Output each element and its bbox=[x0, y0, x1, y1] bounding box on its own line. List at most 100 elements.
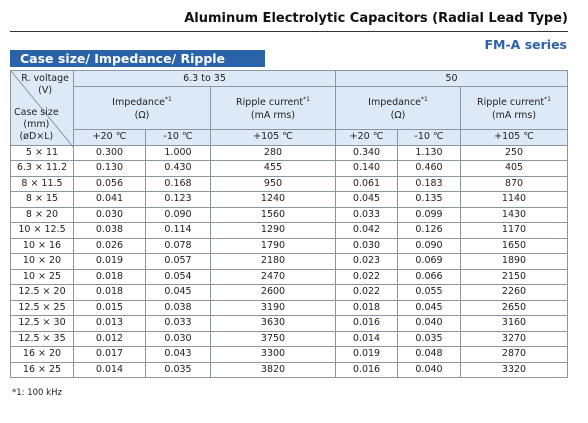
value-cell: 0.055 bbox=[397, 284, 461, 301]
value-cell: 280 bbox=[210, 144, 336, 161]
value-cell: 0.019 bbox=[335, 346, 398, 363]
value-cell: 3270 bbox=[459, 330, 569, 347]
value-cell: 0.014 bbox=[335, 330, 398, 347]
corner-top: R. voltage (V) bbox=[21, 73, 69, 97]
case-size-cell: 16 × 25 bbox=[10, 361, 74, 378]
value-cell: 1430 bbox=[459, 206, 569, 223]
value-cell: 950 bbox=[210, 175, 336, 192]
value-cell: 0.300 bbox=[73, 144, 146, 161]
value-cell: 0.090 bbox=[145, 206, 211, 223]
value-cell: 0.030 bbox=[145, 330, 211, 347]
data-row: 10 × 20 0.019 0.057 2180 0.023 0.069 1890 bbox=[10, 253, 569, 270]
value-cell: 455 bbox=[210, 160, 336, 177]
value-cell: 870 bbox=[459, 175, 569, 192]
value-cell: 0.014 bbox=[73, 361, 146, 378]
value-cell: 0.340 bbox=[335, 144, 398, 161]
value-cell: 0.033 bbox=[145, 315, 211, 332]
header-row: Impedance*1 (Ω) Ripple current*1 (mA rms) Im… bbox=[11, 86, 569, 130]
value-cell: 0.430 bbox=[145, 160, 211, 177]
value-cell: 3750 bbox=[210, 330, 336, 347]
value-cell: 0.056 bbox=[73, 175, 146, 192]
case-size-cell: 10 × 20 bbox=[10, 253, 74, 270]
value-cell: 0.057 bbox=[145, 253, 211, 270]
value-cell: 0.022 bbox=[335, 284, 398, 301]
impedance-label-line: Impedance*1 bbox=[336, 94, 460, 109]
value-cell: 3190 bbox=[210, 299, 336, 316]
value-cell: 0.018 bbox=[335, 299, 398, 316]
footnote: *1: 100 kHz bbox=[12, 388, 62, 398]
ripple-note: *1 bbox=[303, 96, 310, 104]
value-cell: 0.123 bbox=[145, 191, 211, 208]
value-cell: 1560 bbox=[210, 206, 336, 223]
value-cell: 3300 bbox=[210, 346, 336, 363]
header-row: R. voltage (V) Case size (mm) (øD×L) 6.3 to 3… bbox=[10, 70, 569, 148]
temp-header: -10 ℃ bbox=[145, 129, 211, 146]
impedance-unit: (Ω) bbox=[134, 109, 150, 121]
temp-header: +20 ℃ bbox=[73, 129, 146, 146]
data-row: 8 × 11.5 0.056 0.168 950 0.061 0.183 870 bbox=[10, 175, 569, 192]
value-cell: 0.023 bbox=[335, 253, 398, 270]
value-cell: 0.090 bbox=[397, 237, 461, 254]
voltage-header: 50 bbox=[334, 70, 569, 87]
case-size-cell: 12.5 × 35 bbox=[10, 330, 74, 347]
case-size-cell: 10 × 16 bbox=[10, 237, 74, 254]
temp-header: +20 ℃ bbox=[335, 129, 398, 146]
value-cell: 0.126 bbox=[397, 222, 461, 239]
diagonal bbox=[11, 71, 74, 148]
title: Aluminum Electrolytic Capacitors (Radial… bbox=[184, 11, 568, 26]
diagonal-line bbox=[11, 71, 74, 148]
value-cell: 0.038 bbox=[145, 299, 211, 316]
data-row: 12.5 × 30 0.013 0.033 3630 0.016 0.040 3160 bbox=[10, 315, 569, 332]
value-cell: 0.035 bbox=[145, 361, 211, 378]
impedance-note: *1 bbox=[165, 96, 172, 104]
value-cell: 0.015 bbox=[73, 299, 146, 316]
value-cell: 1.130 bbox=[397, 144, 461, 161]
value-cell: 250 bbox=[459, 144, 569, 161]
value-cell: 2470 bbox=[210, 268, 336, 285]
case-size-cell: 10 × 12.5 bbox=[10, 222, 74, 239]
value-cell: 0.045 bbox=[145, 284, 211, 301]
data-row: 12.5 × 20 0.018 0.045 2600 0.022 0.055 2260 bbox=[10, 284, 569, 301]
value-cell: 0.030 bbox=[335, 237, 398, 254]
case-size-cell: 12.5 × 25 bbox=[10, 299, 74, 316]
value-cell: 0.135 bbox=[397, 191, 461, 208]
ripple-label: Ripple current bbox=[236, 97, 304, 109]
value-cell: 0.130 bbox=[73, 160, 146, 177]
corner-cell: R. voltage (V) Case size (mm) (øD×L) bbox=[10, 70, 74, 148]
value-cell: 405 bbox=[459, 160, 569, 177]
impedance-header: Impedance*1 (Ω) bbox=[73, 86, 211, 130]
value-cell: 3820 bbox=[210, 361, 336, 378]
spec-table: R. voltage (V) Case size (mm) (øD×L) 6.3 to 3… bbox=[10, 70, 569, 378]
value-cell: 0.045 bbox=[397, 299, 461, 316]
value-cell: 0.016 bbox=[335, 361, 398, 378]
corner-bottom-line: Case size bbox=[14, 106, 59, 118]
data-row: 12.5 × 25 0.015 0.038 3190 0.018 0.045 2650 bbox=[10, 299, 569, 316]
value-cell: 0.099 bbox=[397, 206, 461, 223]
impedance-header: Impedance*1 (Ω) bbox=[335, 86, 461, 130]
value-cell: 3160 bbox=[459, 315, 569, 332]
case-size-cell: 6.3 × 11.2 bbox=[10, 160, 74, 177]
ripple-label: Ripple current bbox=[477, 97, 545, 109]
data-row: 6.3 × 11.2 0.130 0.430 455 0.140 0.460 405 bbox=[10, 160, 569, 177]
header-row: +20 ℃ -10 ℃ +105 ℃ +20 ℃ -10 ℃ +105 ℃ bbox=[11, 129, 569, 146]
value-cell: 0.069 bbox=[397, 253, 461, 270]
value-cell: 0.078 bbox=[145, 237, 211, 254]
impedance-label-line: Impedance*1 bbox=[74, 94, 210, 109]
value-cell: 0.013 bbox=[73, 315, 146, 332]
ripple-unit: (mA rms) bbox=[491, 109, 537, 121]
value-cell: 2600 bbox=[210, 284, 336, 301]
temp-header: -10 ℃ bbox=[397, 129, 461, 146]
series: FM-A series bbox=[484, 37, 567, 52]
value-cell: 0.016 bbox=[335, 315, 398, 332]
impedance-unit: (Ω) bbox=[390, 109, 406, 121]
value-cell: 0.017 bbox=[73, 346, 146, 363]
data-row: 8 × 20 0.030 0.090 1560 0.033 0.099 1430 bbox=[10, 206, 569, 223]
value-cell: 0.061 bbox=[335, 175, 398, 192]
impedance-label: Impedance bbox=[112, 97, 166, 109]
value-cell: 3320 bbox=[459, 361, 569, 378]
case-size-cell: 8 × 15 bbox=[10, 191, 74, 208]
data-row: 12.5 × 35 0.012 0.030 3750 0.014 0.035 3270 bbox=[10, 330, 569, 347]
corner-bottom-line: (øD×L) bbox=[19, 130, 54, 142]
value-cell: 0.183 bbox=[397, 175, 461, 192]
